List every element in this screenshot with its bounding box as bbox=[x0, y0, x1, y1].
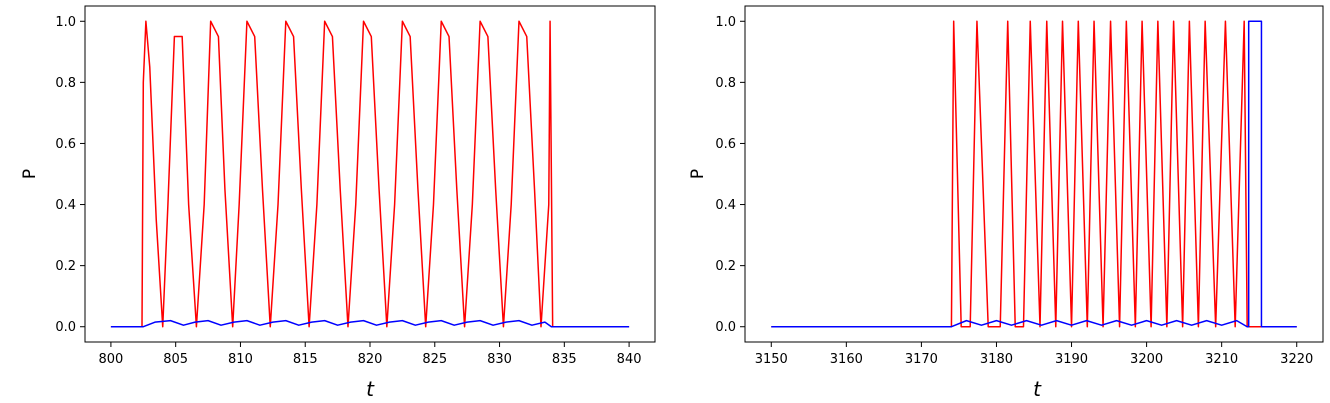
left-x-tick-label: 840 bbox=[617, 352, 642, 367]
right-x-tick-label: 3170 bbox=[905, 352, 938, 367]
right-blue-series-line bbox=[771, 20, 1297, 328]
right-axes-frame bbox=[744, 5, 1324, 343]
left-y-tick-label: 0.0 bbox=[55, 320, 76, 335]
right-x-tick-label: 3160 bbox=[830, 352, 863, 367]
right-y-tick-label: 0.0 bbox=[715, 320, 736, 335]
left-x-tick-label: 835 bbox=[552, 352, 577, 367]
right-x-tick-label: 3190 bbox=[1055, 352, 1088, 367]
left-x-tick-label: 810 bbox=[228, 352, 253, 367]
left-plot-area bbox=[110, 20, 630, 328]
left-y-tick-label: 0.6 bbox=[55, 137, 76, 152]
left-chart-panel: P t 800 805 810 815 820 825 830 835 840 0.0 0.2 0.4… bbox=[20, 5, 656, 401]
right-x-tick-label: 3210 bbox=[1205, 352, 1238, 367]
left-y-tick-label: 1.0 bbox=[55, 15, 76, 30]
left-x-axis-label: t bbox=[366, 377, 375, 401]
left-x-tick-label: 815 bbox=[293, 352, 318, 367]
left-x-tick-label: 820 bbox=[358, 352, 383, 367]
right-y-tick-label: 0.6 bbox=[715, 137, 736, 152]
left-y-tick-label: 0.4 bbox=[55, 198, 76, 213]
left-y-axis-label: P bbox=[20, 169, 40, 179]
right-y-tick-label: 1.0 bbox=[715, 15, 736, 30]
left-x-tick-label: 800 bbox=[98, 352, 123, 367]
right-x-tick-label: 3200 bbox=[1130, 352, 1163, 367]
right-x-tick-label: 3150 bbox=[755, 352, 788, 367]
left-blue-series-line bbox=[110, 319, 630, 328]
left-y-tick-label: 0.2 bbox=[55, 259, 76, 274]
right-y-tick-label: 0.8 bbox=[715, 76, 736, 91]
left-x-tick-label: 805 bbox=[163, 352, 188, 367]
right-red-series-line bbox=[771, 20, 1297, 328]
right-y-axis-label: P bbox=[688, 169, 708, 179]
right-y-tick-label: 0.4 bbox=[715, 198, 736, 213]
right-plot-area bbox=[771, 20, 1297, 328]
left-y-tick-label: 0.8 bbox=[55, 76, 76, 91]
right-chart-panel: P t 3150 3160 3170 3180 3190 3200 3210 3220 0.0 0… bbox=[688, 5, 1324, 401]
right-x-tick-label: 3180 bbox=[980, 352, 1013, 367]
left-x-tick-label: 830 bbox=[487, 352, 512, 367]
left-x-tick-label: 825 bbox=[422, 352, 447, 367]
right-x-axis-label: t bbox=[1033, 377, 1042, 401]
right-x-tick-label: 3220 bbox=[1280, 352, 1313, 367]
right-y-tick-label: 0.2 bbox=[715, 259, 736, 274]
left-red-series-line bbox=[110, 20, 630, 328]
